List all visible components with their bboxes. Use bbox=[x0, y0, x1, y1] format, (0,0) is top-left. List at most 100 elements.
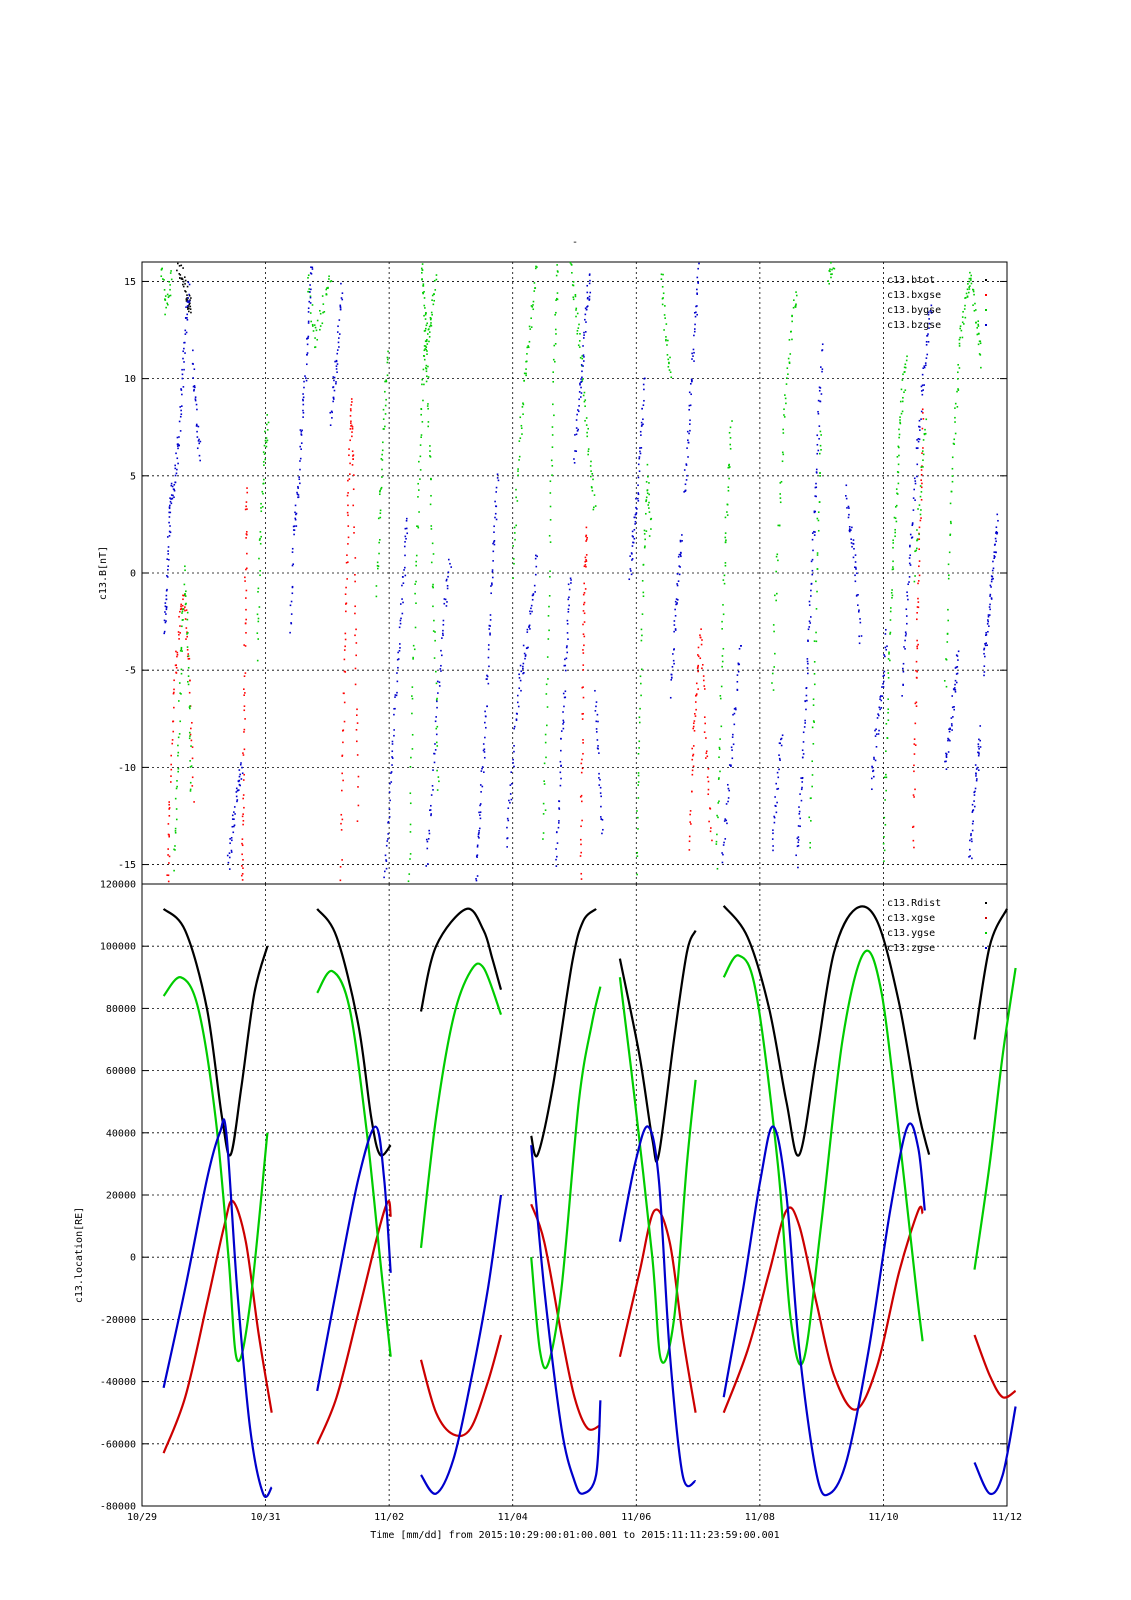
x-tick-label: 11/12 bbox=[992, 1512, 1022, 1523]
data-point bbox=[663, 314, 666, 316]
data-point bbox=[887, 719, 890, 721]
data-point bbox=[259, 542, 262, 545]
data-point bbox=[166, 558, 169, 560]
data-point bbox=[179, 406, 182, 408]
data-point bbox=[496, 473, 499, 476]
data-point bbox=[695, 708, 697, 711]
data-point bbox=[967, 291, 970, 294]
data-point bbox=[973, 805, 976, 808]
data-point bbox=[689, 429, 691, 432]
data-point bbox=[196, 430, 198, 433]
data-point bbox=[168, 521, 170, 524]
data-point bbox=[637, 816, 639, 819]
data-point bbox=[775, 570, 777, 573]
data-point bbox=[992, 567, 995, 570]
data-point bbox=[918, 504, 921, 506]
data-point bbox=[930, 304, 933, 307]
data-point bbox=[169, 531, 172, 534]
data-point bbox=[266, 429, 269, 431]
data-point bbox=[168, 808, 170, 810]
data-point bbox=[435, 741, 438, 744]
data-point bbox=[686, 447, 688, 449]
data-point bbox=[265, 441, 268, 444]
data-point bbox=[905, 359, 908, 362]
data-point bbox=[724, 541, 727, 544]
data-point bbox=[975, 321, 977, 324]
data-point bbox=[776, 788, 778, 790]
data-point bbox=[266, 414, 269, 416]
data-point bbox=[307, 307, 310, 310]
data-point bbox=[812, 743, 815, 745]
data-point bbox=[947, 608, 949, 611]
data-point bbox=[986, 623, 989, 625]
data-point bbox=[637, 497, 639, 500]
data-point bbox=[921, 384, 924, 387]
data-point bbox=[435, 682, 438, 685]
data-point bbox=[691, 380, 693, 383]
data-point bbox=[639, 447, 641, 449]
data-point bbox=[347, 543, 349, 545]
series-line bbox=[530, 1145, 602, 1495]
data-point bbox=[170, 768, 173, 771]
data-point bbox=[944, 760, 946, 763]
data-point bbox=[186, 301, 189, 303]
data-point bbox=[718, 777, 720, 779]
data-point bbox=[908, 581, 910, 583]
data-point bbox=[979, 725, 982, 727]
data-point bbox=[575, 419, 578, 421]
data-point bbox=[639, 450, 641, 453]
data-point bbox=[583, 334, 585, 336]
data-point bbox=[178, 682, 181, 684]
data-point bbox=[964, 316, 967, 319]
data-point bbox=[598, 784, 601, 786]
data-point bbox=[354, 557, 357, 559]
data-point bbox=[692, 722, 695, 725]
data-point bbox=[230, 837, 233, 839]
data-point bbox=[411, 695, 413, 697]
data-point bbox=[421, 421, 424, 423]
data-point bbox=[887, 672, 890, 674]
data-point bbox=[950, 717, 953, 719]
data-point bbox=[724, 838, 727, 840]
data-point bbox=[816, 443, 819, 446]
chart-title: - bbox=[572, 237, 578, 248]
data-point bbox=[179, 632, 182, 634]
data-point bbox=[165, 589, 168, 592]
data-point bbox=[697, 646, 700, 649]
data-point bbox=[582, 686, 584, 688]
data-point bbox=[635, 497, 637, 500]
data-point bbox=[524, 654, 527, 656]
data-point bbox=[513, 526, 516, 529]
data-point bbox=[574, 434, 576, 436]
data-point bbox=[554, 328, 557, 331]
data-point bbox=[519, 416, 522, 419]
data-point bbox=[164, 313, 166, 316]
data-point bbox=[350, 404, 353, 406]
data-point bbox=[378, 552, 380, 555]
data-point bbox=[583, 601, 586, 604]
data-point bbox=[643, 399, 645, 402]
data-point bbox=[553, 414, 555, 417]
data-point bbox=[953, 687, 956, 689]
data-point bbox=[475, 878, 477, 880]
data-point bbox=[243, 709, 246, 712]
data-point bbox=[345, 561, 348, 564]
data-point bbox=[851, 545, 853, 548]
data-point bbox=[589, 291, 592, 294]
data-point bbox=[579, 356, 582, 359]
data-point bbox=[715, 843, 718, 845]
data-point bbox=[433, 619, 435, 622]
data-point bbox=[241, 853, 243, 856]
data-point bbox=[170, 270, 172, 272]
data-point bbox=[563, 705, 565, 708]
data-point bbox=[811, 558, 814, 561]
data-point bbox=[479, 814, 481, 816]
data-point bbox=[302, 403, 305, 406]
data-point bbox=[581, 718, 584, 720]
data-point bbox=[642, 595, 645, 598]
data-point bbox=[563, 664, 566, 667]
data-point bbox=[349, 428, 352, 430]
data-point bbox=[186, 633, 188, 635]
data-point bbox=[304, 377, 307, 379]
data-point bbox=[512, 558, 515, 560]
